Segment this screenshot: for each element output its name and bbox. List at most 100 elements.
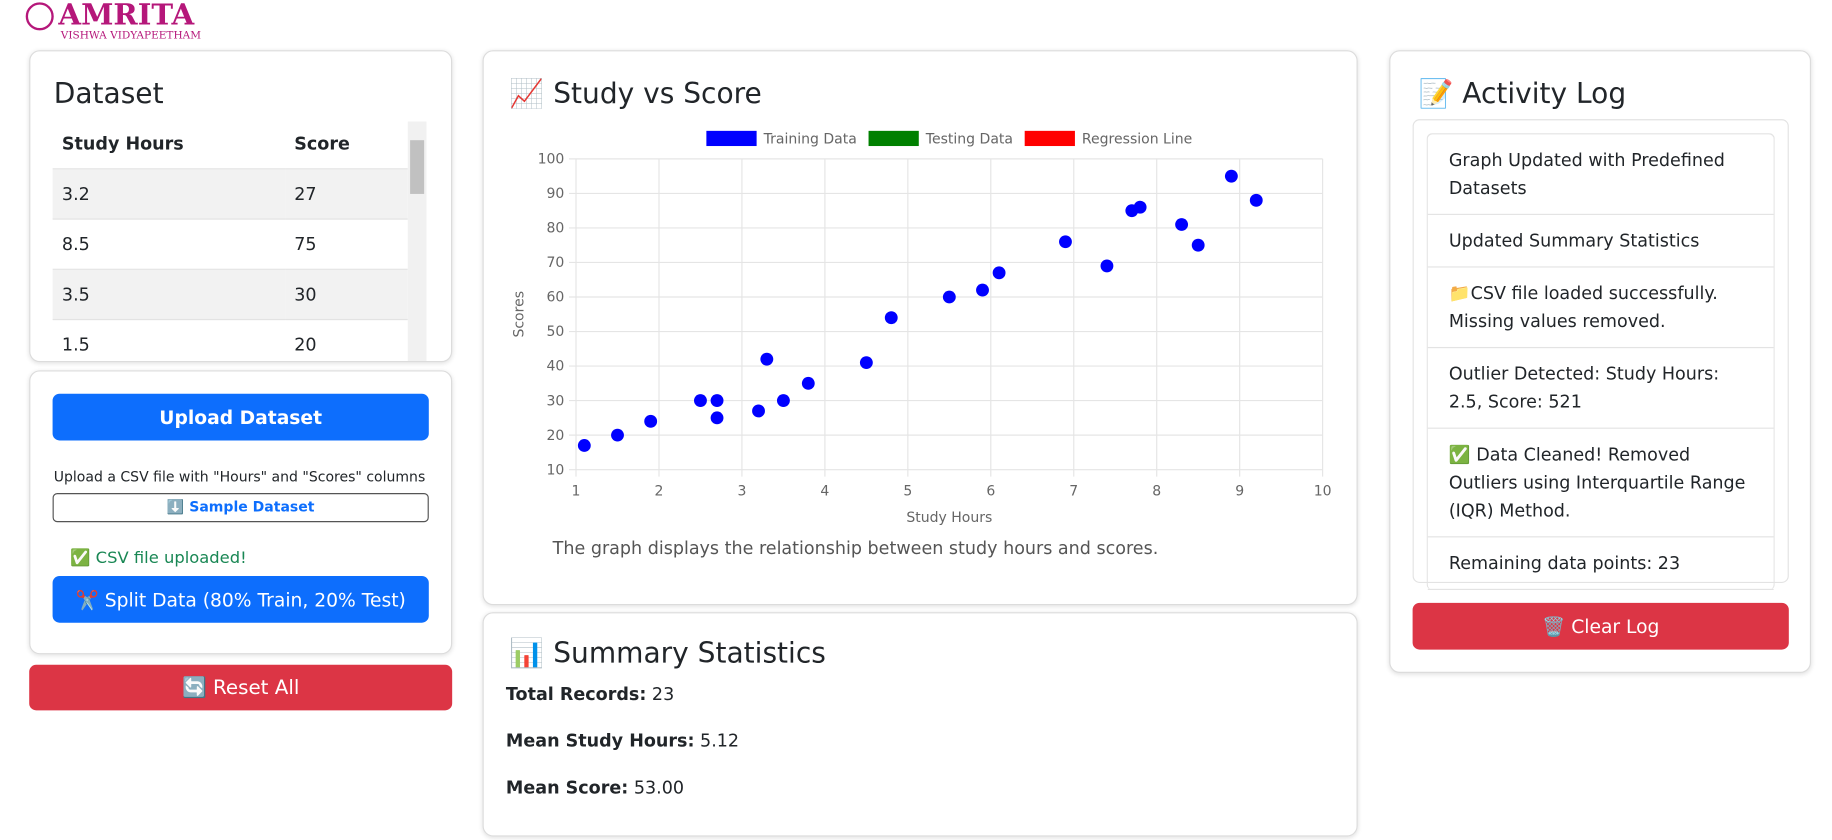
legend-swatch	[1024, 130, 1075, 147]
data-point	[611, 428, 624, 442]
y-tick-label: 50	[546, 324, 564, 340]
summary-label: Total Records:	[505, 683, 647, 705]
legend-swatch	[868, 130, 919, 147]
column-header: Study Hours	[52, 119, 285, 170]
data-point	[644, 414, 658, 428]
x-tick-label: 8	[1152, 483, 1161, 499]
chart-caption: The graph displays the relationship betw…	[552, 537, 1159, 559]
x-tick-label: 3	[737, 483, 746, 499]
data-point	[1249, 193, 1263, 207]
legend-swatch	[706, 130, 757, 147]
clear-log-button[interactable]: 🗑️ Clear Log	[1412, 602, 1789, 650]
data-point	[694, 394, 707, 408]
table-cell: 27	[284, 168, 408, 220]
x-tick-label: 9	[1235, 483, 1244, 499]
data-point	[1059, 235, 1072, 249]
y-tick-label: 90	[546, 186, 564, 202]
data-point	[1224, 169, 1238, 183]
data-point	[776, 394, 790, 408]
y-tick-label: 60	[546, 290, 564, 306]
table-scroll: Study Hours Score 3.2 27 8.5 75 3.5 30 1.5 20	[52, 119, 429, 362]
y-tick-label: 70	[546, 255, 564, 271]
data-point	[801, 376, 815, 390]
dataset-title: Dataset	[53, 77, 164, 110]
x-tick-label: 7	[1069, 483, 1078, 499]
upload-status: ✅ CSV file uploaded!	[70, 549, 247, 568]
data-point	[760, 352, 774, 366]
data-point	[577, 439, 591, 452]
logo: AMRITA VISHWA VIDYAPEETHAM	[25, 0, 201, 42]
table-row: 3.5 30	[52, 269, 408, 321]
log-list: Graph Updated with Predefined Datasets Up…	[1426, 133, 1775, 590]
data-point	[859, 356, 873, 370]
summary-title: 📊 Summary Statistics	[509, 636, 826, 670]
summary-value: 53.00	[633, 776, 685, 798]
summary-value: 5.12	[700, 730, 740, 752]
data-point	[1100, 259, 1114, 273]
y-tick-label: 80	[546, 221, 564, 237]
table-cell: 75	[284, 219, 408, 270]
dataset-card: Dataset Study Hours Score 3.2 27 8.5 75 3.5 30 1…	[29, 50, 453, 363]
table-cell: 20	[284, 319, 408, 362]
x-tick-label: 6	[986, 483, 995, 499]
data-point	[942, 290, 956, 304]
table-cell: 1.5	[52, 319, 285, 362]
summary-item: Total Records: 23	[506, 683, 739, 704]
data-point	[1191, 238, 1205, 252]
chart-card: 📈 Study vs Score 10 20 30 40 50 60 70 80 90 100 1 2…	[482, 50, 1358, 606]
table-header-row: Study Hours Score	[52, 119, 408, 170]
table-row: 3.2 27	[52, 168, 408, 220]
scrollbar[interactable]	[407, 121, 427, 362]
y-tick-label: 40	[546, 359, 564, 375]
log-title: 📝 Activity Log	[1418, 77, 1627, 110]
summary-label: Mean Score:	[505, 776, 629, 798]
upload-button[interactable]: Upload Dataset	[52, 393, 429, 441]
log-frame: Graph Updated with Predefined Datasets Up…	[1412, 119, 1789, 590]
log-entry: 📁CSV file loaded successfully. Missing v…	[1427, 268, 1774, 349]
data-point	[1133, 200, 1147, 214]
data-point	[976, 283, 989, 297]
reset-button[interactable]: 🔄 Reset All	[29, 664, 453, 711]
log-entry: Outlier Detected: Study Hours: 2.5, Scor…	[1427, 348, 1774, 429]
x-tick-label: 4	[820, 483, 829, 499]
data-point	[884, 311, 898, 325]
summary-value: 23	[651, 683, 675, 705]
dataset-table: Study Hours Score 3.2 27 8.5 75 3.5 30 1.5 20	[52, 119, 408, 362]
upload-hint: Upload a CSV file with "Hours" and "Scor…	[53, 468, 426, 485]
data-point	[710, 394, 724, 408]
data-point	[710, 411, 724, 425]
summary-list: Total Records: 23 Mean Study Hours: 5.12 M…	[506, 683, 739, 823]
log-card: 📝 Activity Log Graph Updated with Predef…	[1389, 50, 1812, 673]
legend-label: Training Data	[763, 132, 857, 148]
data-point	[1175, 218, 1189, 231]
legend-label: Testing Data	[925, 132, 1013, 148]
log-entry: Graph Updated with Predefined Datasets	[1427, 134, 1774, 215]
sample-button[interactable]: ⬇️ Sample Dataset	[52, 493, 429, 523]
scroll-thumb[interactable]	[410, 140, 425, 194]
table-cell: 8.5	[52, 219, 285, 270]
y-axis-label: Scores	[511, 291, 527, 338]
table-row: 1.5 20	[52, 319, 408, 362]
logo-title: AMRITA	[58, 0, 195, 32]
y-tick-label: 20	[546, 428, 564, 444]
x-axis-label: Study Hours	[906, 510, 992, 526]
upload-card: Upload Dataset Upload a CSV file with "H…	[29, 370, 453, 655]
data-point	[992, 266, 1006, 280]
table-cell: 3.5	[52, 269, 285, 321]
column-header: Score	[284, 119, 408, 170]
summary-item: Mean Study Hours: 5.12	[506, 730, 739, 751]
log-entry: Updated Summary Statistics	[1427, 215, 1774, 268]
summary-card: 📊 Summary Statistics Total Records: 23 Me…	[482, 612, 1358, 837]
table-cell: 3.2	[52, 168, 285, 220]
x-tick-label: 1	[572, 483, 581, 499]
table-row: 8.5 75	[52, 219, 408, 270]
logo-emblem	[25, 2, 54, 31]
x-tick-label: 2	[655, 483, 664, 499]
chart: 10 20 30 40 50 60 70 80 90 100 1 2 3 4 5 6 7 8 9 10 Study Ho…	[511, 130, 1332, 526]
table-cell: 30	[284, 269, 408, 321]
legend-label: Regression Line	[1082, 132, 1192, 148]
y-tick-label: 100	[538, 152, 565, 168]
split-button[interactable]: ✂️ Split Data (80% Train, 20% Test)	[52, 575, 429, 623]
